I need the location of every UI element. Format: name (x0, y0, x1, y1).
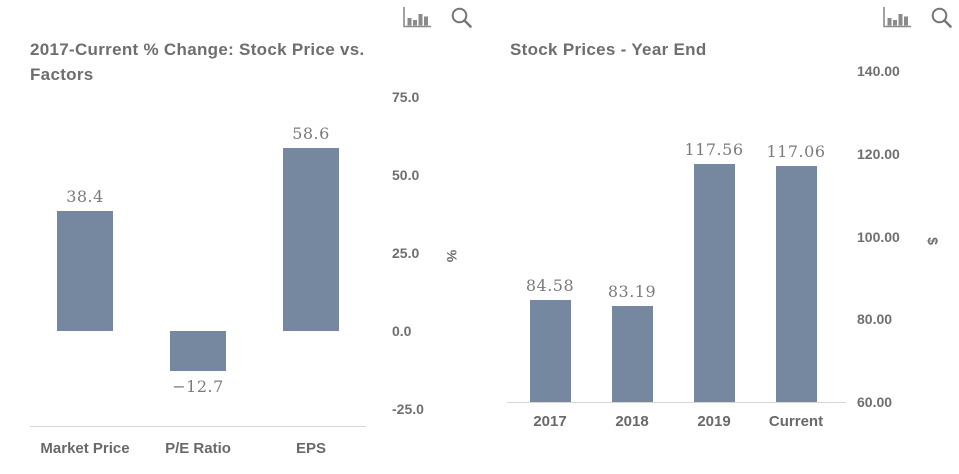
x-axis-line (507, 402, 846, 403)
y-tick-label: 75.0 (392, 89, 420, 105)
y-tick-label: 120.00 (857, 145, 900, 162)
x-axis-line (30, 426, 366, 427)
bar-chart-icon[interactable] (402, 5, 432, 29)
magnifier-focus-icon[interactable] (449, 5, 475, 31)
magnifier-focus-icon[interactable] (929, 5, 955, 31)
bar-value-label: 38.4 (66, 187, 104, 206)
chart-panel-pct-change: 2017-Current % Change: Stock Price vs. F… (30, 5, 475, 457)
bar-value-label: −12.7 (172, 377, 224, 396)
x-category-label: Market Price (40, 440, 130, 457)
chart-title: Stock Prices - Year End (510, 40, 707, 60)
y-tick-label: 140.00 (857, 63, 900, 79)
bar-value-label: 83.19 (607, 282, 657, 301)
bar-2018[interactable] (611, 306, 653, 402)
y-tick-label: 80.00 (857, 311, 893, 328)
y-tick-label: -25.0 (392, 401, 424, 417)
y-tick-label: 50.0 (392, 167, 420, 183)
x-category-label: EPS (295, 440, 327, 457)
bar-2017[interactable] (529, 300, 571, 402)
bar-current[interactable] (775, 166, 817, 402)
y-tick-label: 100.00 (857, 228, 900, 245)
bar-value-label: 84.58 (525, 276, 575, 295)
bar-chart-icon[interactable] (882, 5, 912, 29)
chart-title: 2017-Current % Change: Stock Price vs. F… (30, 40, 365, 84)
bar-p-e-ratio[interactable] (170, 331, 226, 371)
bar-eps[interactable] (283, 148, 339, 331)
x-category-label: 2018 (615, 413, 649, 430)
x-category-label: 2019 (697, 413, 731, 430)
y-axis-title: $ (924, 237, 941, 245)
y-tick-label: 60.00 (857, 394, 893, 410)
bar-value-label: 117.06 (766, 142, 826, 161)
bar-value-label: 117.56 (684, 140, 744, 159)
bar-value-label: 58.6 (292, 124, 330, 143)
chart-panel-stock-prices: Stock Prices - Year End 140.00 120.00 100.… (480, 0, 959, 474)
x-category-label: Current (768, 413, 824, 430)
bar-2019[interactable] (693, 164, 735, 402)
x-category-label: 2017 (533, 413, 567, 430)
y-tick-label: 25.0 (392, 245, 420, 261)
x-category-label: P/E Ratio (165, 440, 231, 457)
y-axis-title: % (444, 249, 461, 263)
y-tick-label: 0.0 (392, 323, 412, 339)
bar-market-price[interactable] (57, 211, 113, 331)
